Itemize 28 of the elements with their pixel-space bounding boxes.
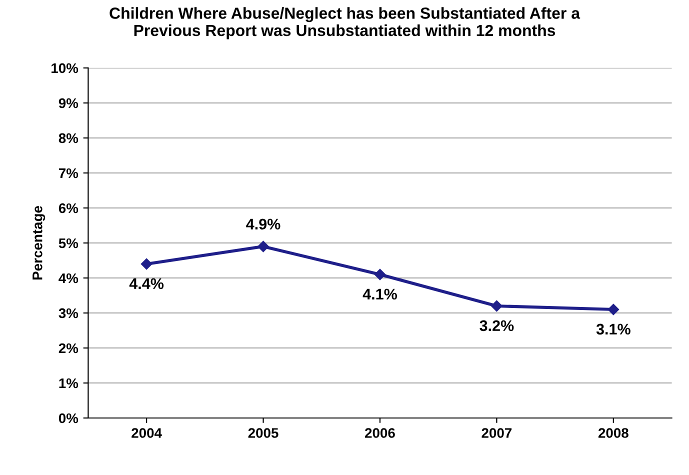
y-tick-label: 10% [52, 63, 78, 74]
y-tick-label: 4% [58, 273, 78, 284]
x-tick-label: 2008 [598, 428, 628, 438]
x-tick-label: 2004 [132, 428, 162, 438]
chart-title: Children Where Abuse/Neglect has been Substantiated After a Previous Report was Unsubstantiated within 12 months [110, 7, 580, 40]
y-axis-title: Percentage [32, 206, 46, 280]
x-tick-label: 2005 [248, 428, 278, 438]
y-tick-label: 7% [58, 168, 78, 178]
y-tick-label: 0% [58, 413, 78, 424]
data-label: 4.1% [362, 288, 397, 300]
data-label: 4.4% [129, 278, 164, 290]
data-label: 4.9% [246, 218, 280, 230]
point [374, 268, 386, 280]
point [258, 240, 269, 252]
data-label: 3.1% [596, 324, 630, 335]
y-tick-label: 3% [58, 308, 78, 318]
point [608, 304, 620, 316]
data-label: 3.2% [480, 320, 514, 332]
point [140, 258, 152, 270]
y-tick-label: 8% [58, 133, 78, 144]
point [491, 300, 502, 312]
x-tick-label: 2007 [482, 428, 512, 438]
y-tick-label: 6% [58, 203, 78, 214]
y-tick-label: 2% [58, 343, 78, 354]
y-tick-label: 9% [58, 98, 78, 108]
x-tick-label: 2006 [365, 428, 395, 438]
y-tick-label: 1% [59, 378, 78, 388]
y-tick-label: 5% [58, 238, 78, 248]
